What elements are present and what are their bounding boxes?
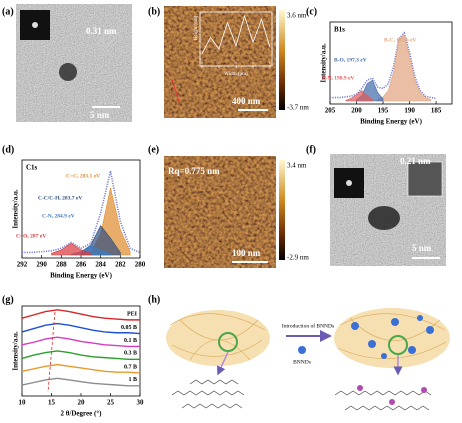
panel-label: (f) [306,144,316,155]
panel-label: (b) [148,6,160,17]
pattern-line [21,377,140,387]
x-tick-label: 190 [404,107,415,115]
peak [51,242,92,256]
x-tick-label: 195 [378,107,389,115]
panel-label: (c) [306,6,317,17]
x-tick-label: 284 [95,261,106,269]
peak [345,90,373,102]
series-label: 0.1 B [124,338,137,344]
x-tick-label: 292 [17,261,28,269]
inset-tick-label: 8 [269,64,272,69]
inset-tick-label: 6 [252,64,255,69]
x-tick-label: 10 [19,399,27,407]
colorbar-max: 3.6 nm [287,12,307,20]
colorbar-min: -2.9 nm [287,254,309,262]
inset-tick-label: 4 [235,64,238,69]
colorbar-min: -3.7 nm [287,104,309,112]
fft-spot [346,180,352,186]
chart-title: B1s [334,26,345,34]
x-tick-label: 282 [115,261,126,269]
lattice-fringes [94,19,129,50]
x-tick-label: 20 [78,399,86,407]
fft-spot [32,22,38,28]
y-axis-label: Intensity/a.u. [12,189,20,229]
series-label: 0.7 B [124,364,137,370]
pattern-line [21,336,140,348]
y-axis-label: Intensity/a.u. [320,43,328,83]
scale-label: 100 nm [232,248,261,258]
x-tick-label: 185 [431,107,442,115]
x-tick-label: 286 [76,261,87,269]
inset-tick-label: 0 [201,64,204,69]
profile-line [171,79,181,105]
scale-label: 5 nm [412,243,432,253]
inset-xlabel: Width (μm) [224,72,248,77]
x-axis-label: Binding Energy (eV) [360,118,423,126]
chart-title: C1s [26,164,38,172]
x-axis-label: 2 θ/Degree (°) [61,410,103,418]
scale-label: 400 nm [232,96,261,106]
particle [59,63,77,81]
peak-label: B-N, 198.9 eV [322,75,354,81]
panel-label: (e) [148,144,159,155]
scale-label: 5 nm [90,110,110,120]
x-tick-label: 290 [36,261,47,269]
legend-label: BNNDs [293,359,311,365]
pattern-line [21,363,141,374]
peak [377,34,432,102]
y-axis-label: Intensity/a.u. [12,331,20,371]
inset-ylabel: Height (nm) [194,15,199,40]
afm-image [164,156,276,268]
lattice-spacing: 0.21 nm [400,156,431,166]
peak-label: C=C, 283.1 eV [66,173,100,179]
height-profile [201,14,271,54]
series-label: 0.3 B [124,351,137,357]
lattice-spacing: 0.31 nm [86,26,117,36]
x-tick-label: 280 [135,261,146,269]
peak-label: C-C/C-H, 283.7 eV [38,195,82,201]
peak-label: C=O, 287 eV [16,233,46,239]
peak-label: B-C, 191.6 eV [384,37,416,43]
x-tick-label: 288 [56,261,67,269]
particle [368,206,400,230]
pattern-line [21,309,140,321]
x-tick-label: 30 [137,399,145,407]
x-tick-label: 25 [107,399,115,407]
x-tick-label: 15 [48,399,56,407]
plot-frame [329,21,453,105]
pattern-line [21,322,141,335]
x-tick-label: 205 [325,107,336,115]
arrow-label: Introduction of BNNDs [282,322,334,329]
panel-label: (g) [2,294,14,305]
series-label: PEI [127,311,138,317]
colorbar [279,10,285,110]
colorbar [279,160,285,260]
envelope [22,170,141,254]
hrtem-inset [407,161,443,197]
envelope [330,31,437,100]
peak-label: B-O, 197.3 eV [334,57,367,63]
roughness: Rq=0.775 nm [168,166,220,176]
series-label: 1 B [128,377,137,383]
pattern-line [21,350,140,360]
afm-image [164,6,276,118]
series-label: 0.05 B [121,325,137,331]
x-axis-label: Binding Energy (eV) [50,272,113,280]
guide-line [47,311,56,393]
panel-label: (a) [2,6,14,17]
panel-label: (d) [2,144,14,155]
inset-frame [199,11,273,67]
schematic [166,308,450,411]
panel-label: (h) [148,294,160,305]
x-tick-label: 200 [351,107,362,115]
inset-tick-label: 2 [218,64,220,69]
colorbar-max: 3.4 nm [287,162,307,170]
peak-label: C-N, 284.9 eV [42,213,75,219]
